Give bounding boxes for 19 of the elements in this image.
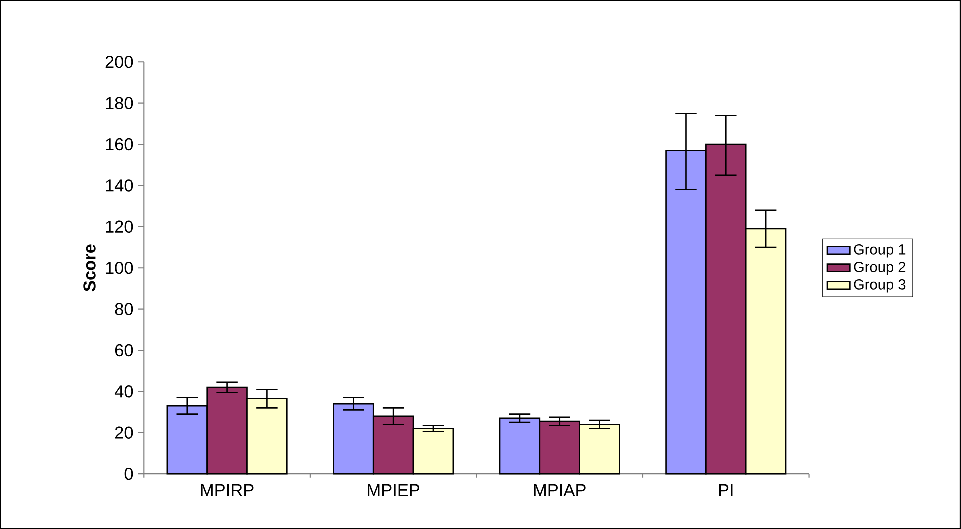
y-tick-label: 0 (124, 468, 134, 480)
y-tick-label: 140 (106, 179, 134, 192)
x-tick-label: MPIAP (534, 484, 586, 496)
x-tick-label: PI (719, 484, 733, 496)
y-tick-label: 40 (114, 385, 134, 398)
x-tick-label: MPIRP (201, 484, 254, 496)
y-tick-label: 60 (115, 344, 134, 356)
y-tick-label: 80 (115, 302, 134, 316)
legend-label: Group 1 (854, 244, 906, 258)
y-tick-label: 180 (106, 97, 134, 110)
y-tick-label: 160 (106, 138, 134, 150)
legend-label: Group 2 (854, 262, 906, 276)
y-tick-label: 20 (115, 426, 134, 439)
y-tick-label: 100 (106, 262, 134, 274)
legend-label: Group 3 (854, 279, 906, 293)
y-tick-label: 120 (106, 220, 134, 233)
x-tick-label: MPIEP (368, 484, 420, 496)
y-axis-title: Score (84, 244, 96, 292)
y-tick-label: 200 (106, 56, 134, 68)
